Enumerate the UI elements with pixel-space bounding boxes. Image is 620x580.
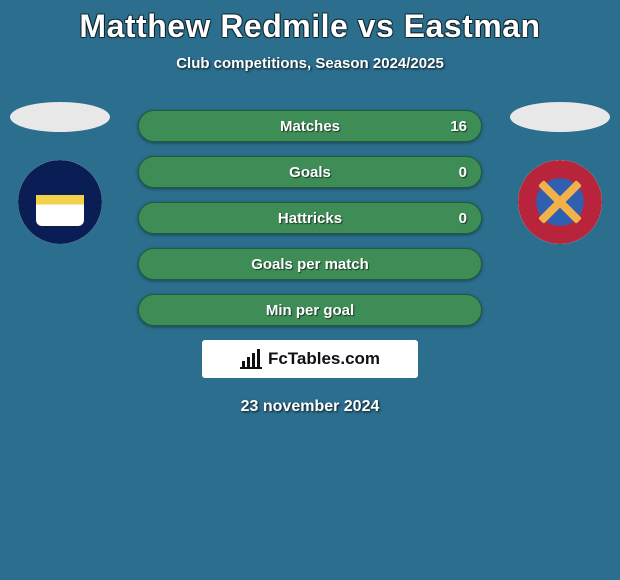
- stat-label: Min per goal: [266, 302, 354, 319]
- brand-badge[interactable]: FcTables.com: [202, 340, 418, 378]
- footer-date: 23 november 2024: [0, 398, 620, 416]
- player-silhouette-left: [10, 102, 110, 132]
- stat-right-value: 16: [450, 118, 467, 135]
- brand-text: FcTables.com: [268, 349, 380, 369]
- stat-row-goals: Goals 0: [138, 156, 482, 188]
- page-title: Matthew Redmile vs Eastman: [0, 0, 620, 45]
- stat-row-matches: Matches 16: [138, 110, 482, 142]
- stats-rows: Matches 16 Goals 0 Hattricks 0 Goals per…: [138, 110, 482, 326]
- main-content: Matches 16 Goals 0 Hattricks 0 Goals per…: [0, 110, 620, 416]
- player-silhouette-right: [510, 102, 610, 132]
- player-left-column: [10, 102, 110, 252]
- stat-row-hattricks: Hattricks 0: [138, 202, 482, 234]
- bar-chart-icon: [240, 349, 262, 369]
- stat-right-value: 0: [459, 164, 467, 181]
- club-crest-right: [518, 160, 602, 244]
- comparison-card: Matthew Redmile vs Eastman Club competit…: [0, 0, 620, 580]
- stat-row-goals-per-match: Goals per match: [138, 248, 482, 280]
- stat-label: Goals: [289, 164, 331, 181]
- player-right-column: [510, 102, 610, 252]
- stat-label: Hattricks: [278, 210, 342, 227]
- stat-label: Matches: [280, 118, 340, 135]
- stat-row-min-per-goal: Min per goal: [138, 294, 482, 326]
- stat-label: Goals per match: [251, 256, 369, 273]
- stat-right-value: 0: [459, 210, 467, 227]
- club-crest-left: [18, 160, 102, 244]
- subtitle: Club competitions, Season 2024/2025: [0, 55, 620, 72]
